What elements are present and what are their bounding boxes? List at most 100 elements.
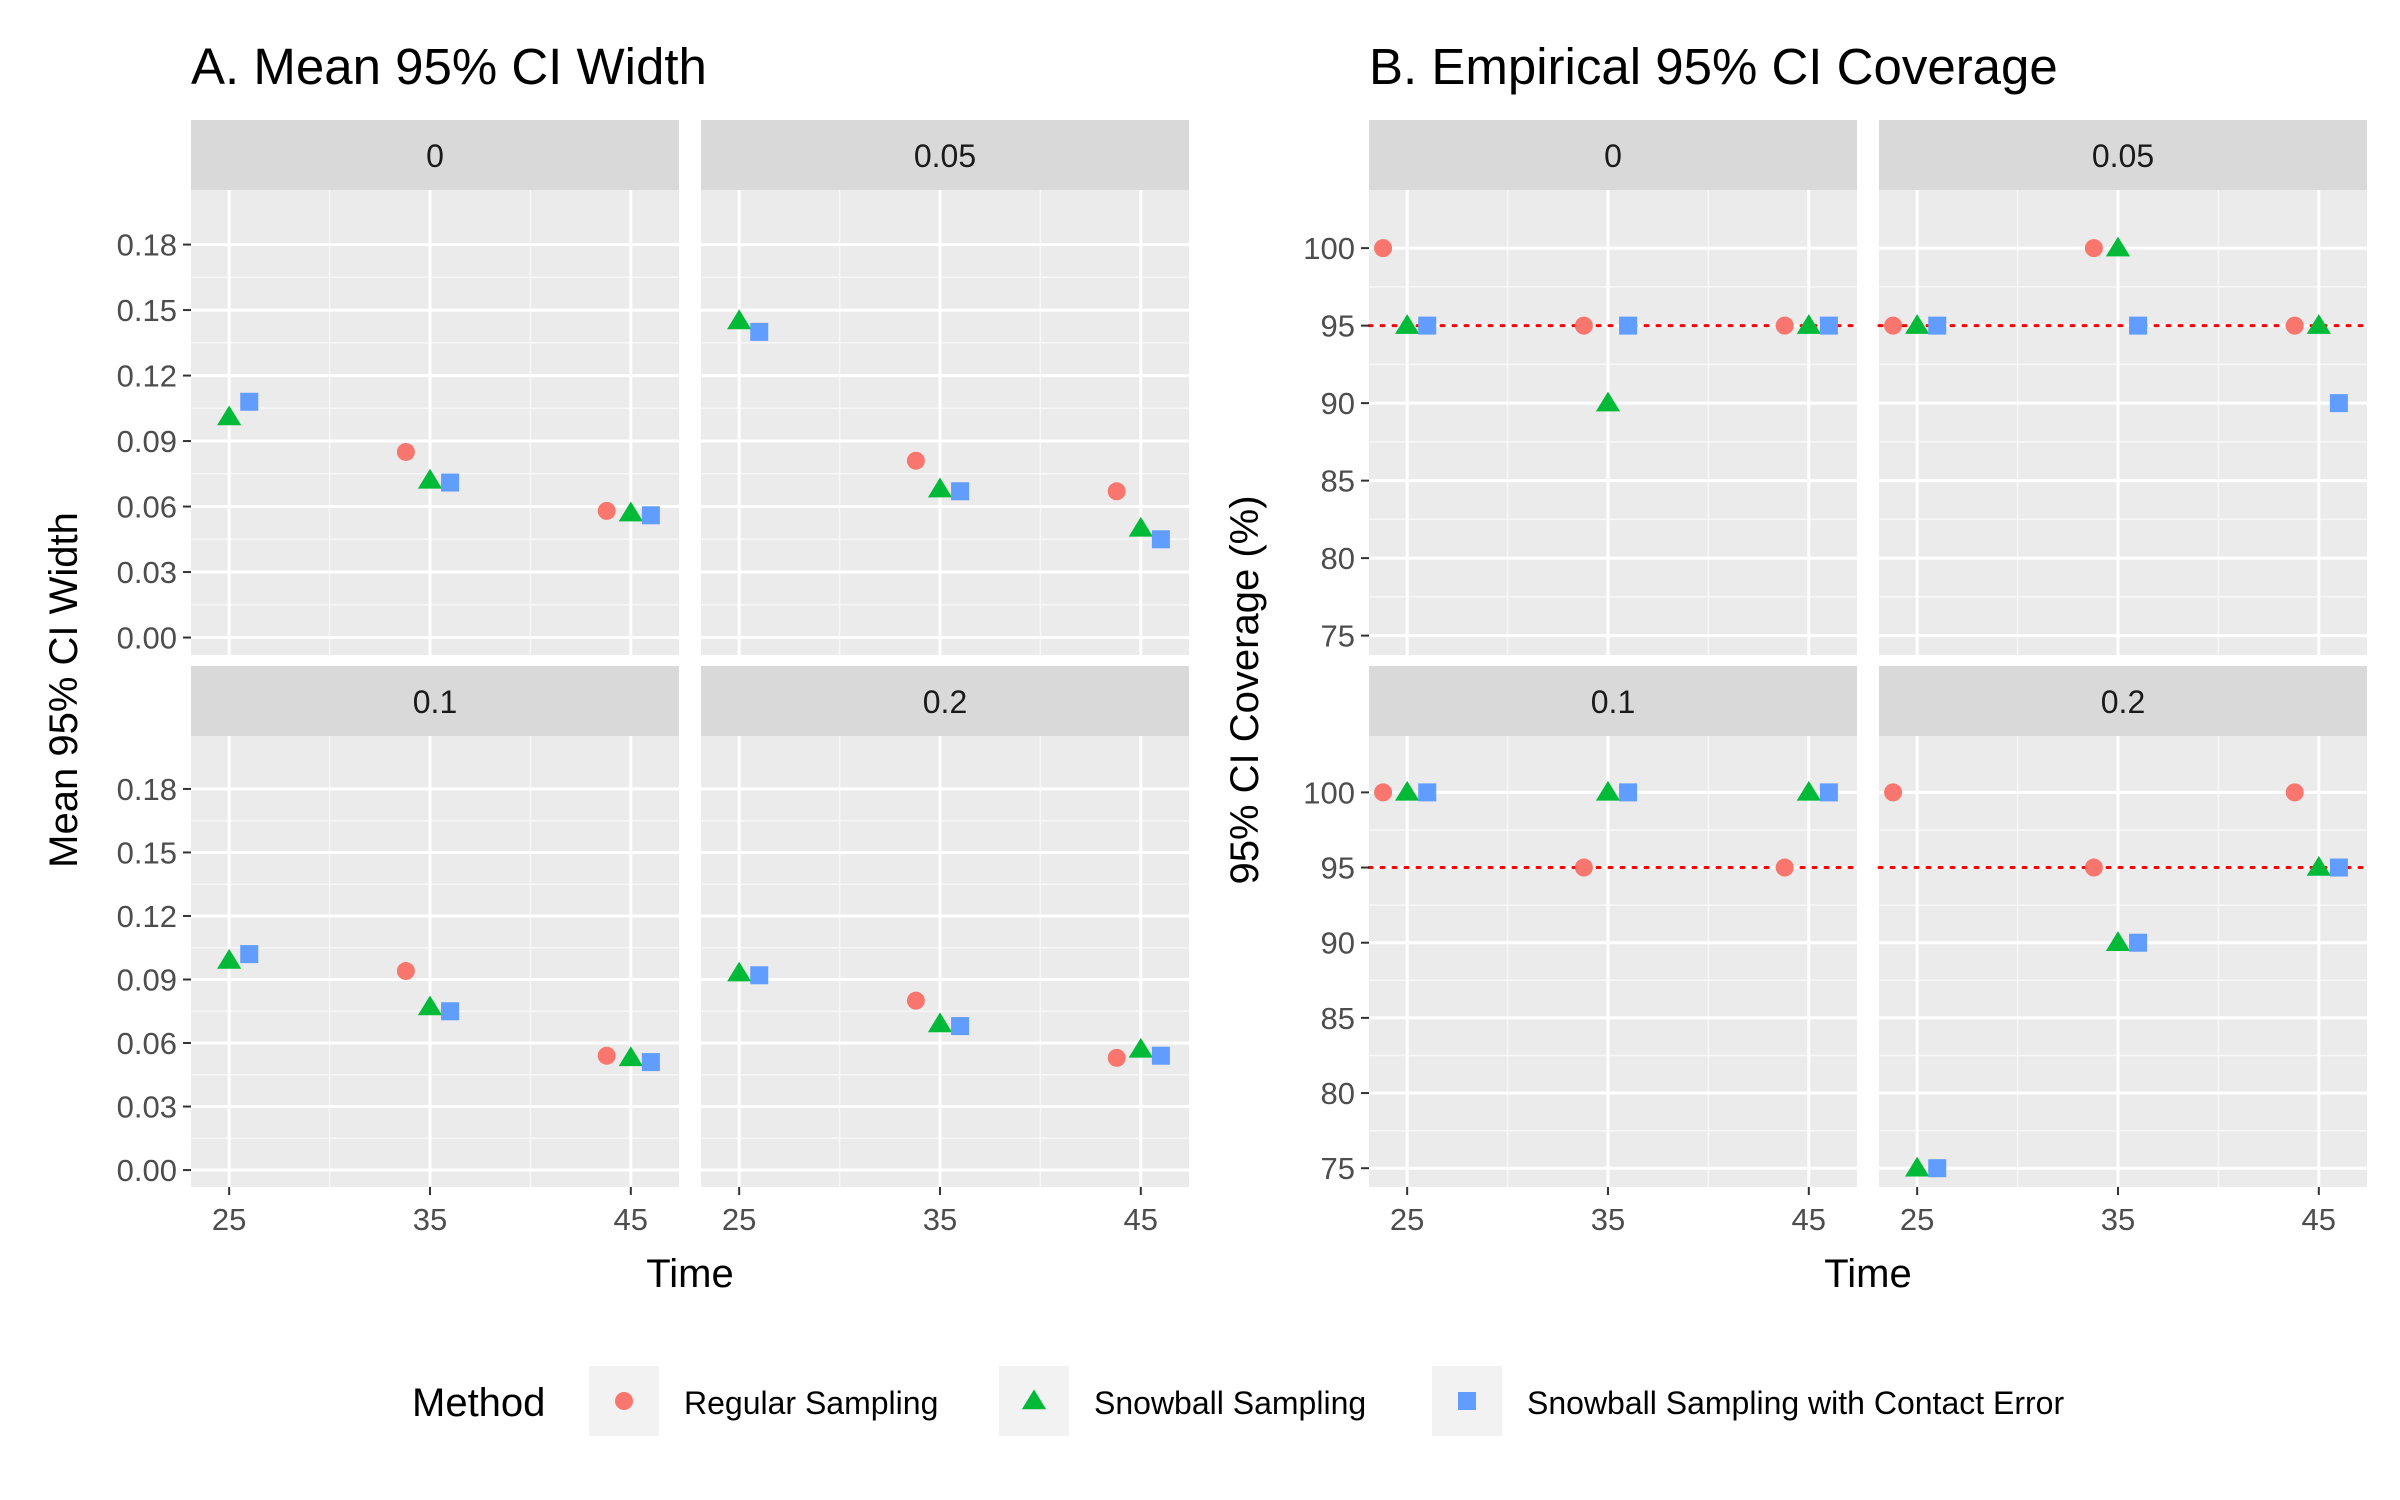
y-tick-label: 85 [1321,464,1355,499]
x-tick-label: 35 [1591,1202,1625,1237]
data-point [2285,783,2304,802]
data-point [2105,931,2131,951]
data-point [1928,316,1947,335]
data-point [618,1046,643,1067]
panel-b-facet-2: 0.1 75 80 85 90 95 100 25 35 45 [1303,666,1859,1237]
data-point [1619,316,1638,335]
panel-b-facets: 0 75 80 85 90 95 100 0.05 0.1 75 80 85 90 95 100 25 35 45… [1303,120,2369,1237]
legend-square-icon [1458,1392,1476,1410]
legend-item-label: Snowball Sampling [1094,1385,1366,1421]
y-tick-label: 75 [1321,619,1355,654]
facet-plot-background [191,736,679,1187]
x-tick-label: 25 [212,1202,246,1237]
data-point [1128,1037,1153,1058]
data-point [2306,855,2331,876]
panel-b-facet-3: 0.2 25 35 45 [1877,666,2369,1237]
y-tick-label: 100 [1303,231,1355,266]
y-tick-label: 0.15 [117,293,177,328]
facet-strip [191,666,679,736]
x-tick-label: 25 [1900,1202,1934,1237]
data-point [441,473,460,492]
data-point [727,961,752,982]
facet-strip-label: 0 [1604,138,1622,174]
y-tick-label: 0.06 [117,490,177,525]
data-point [1574,316,1593,335]
data-point [417,468,443,489]
panel-a-title: A. Mean 95% CI Width [191,38,707,95]
data-point [2329,858,2348,877]
data-point [2084,858,2103,877]
data-point [1107,482,1126,501]
data-point [951,482,970,501]
data-point [217,405,242,426]
facet-strip-label: 0.1 [1591,684,1635,720]
y-tick-label: 100 [1303,775,1355,810]
data-point [2129,316,2148,335]
facet-strip [1369,120,1857,190]
legend-item-label: Regular Sampling [684,1385,938,1421]
data-point [727,309,752,330]
legend-circle-icon [615,1392,633,1410]
y-tick-label: 95 [1321,309,1355,344]
data-point [1128,516,1153,537]
y-tick-label: 80 [1321,1076,1355,1111]
data-point [1107,1048,1126,1067]
data-point [1374,239,1393,258]
data-point [641,1053,660,1072]
facet-plot-background [1879,190,2367,655]
data-point [217,948,242,969]
facet-strip [1369,666,1857,736]
facet-strip [1879,120,2367,190]
y-tick-label: 0.12 [117,359,177,394]
y-tick-label: 0.00 [117,1153,177,1188]
data-point [1595,780,1621,801]
x-tick-label: 35 [2101,1202,2135,1237]
x-tick-label: 45 [1124,1202,1158,1237]
data-point [1928,1159,1947,1178]
data-point [927,1012,953,1033]
data-point [396,442,415,461]
facet-plot-background [701,736,1189,1187]
data-point [1884,783,1903,802]
facet-strip [701,666,1189,736]
data-point [2306,314,2331,334]
facet-plot-background [1369,190,1857,655]
y-tick-label: 0.00 [117,621,177,656]
y-tick-label: 0.12 [117,899,177,934]
data-point [1905,314,1930,334]
panel-b: B. Empirical 95% CI Coverage Time 95% CI… [1223,38,2369,1296]
facet-strip [701,120,1189,190]
data-point [2329,394,2348,413]
panel-a-facets: 0 0.00 0.03 0.06 0.09 0.12 0.15 0.18 0.05 0.1 0.00… [117,120,1189,1237]
legend-items: Regular Sampling Snowball Sampling Snowbal… [589,1366,2064,1436]
data-point [417,995,443,1016]
data-point [1395,314,1420,334]
panel-a-facet-0: 0 0.00 0.03 0.06 0.09 0.12 0.15 0.18 [117,120,679,656]
panel-b-ylabel: 95% CI Coverage (%) [1223,495,1267,884]
panel-a-facet-1: 0.05 [701,120,1189,655]
x-tick-label: 45 [1792,1202,1826,1237]
y-tick-label: 90 [1321,926,1355,961]
legend-item: Regular Sampling [589,1366,938,1436]
panel-a-ylabel: Mean 95% CI Width [42,512,86,868]
data-point [1819,783,1838,802]
data-point [2285,316,2304,335]
data-point [240,945,259,964]
data-point [1151,1046,1170,1065]
panel-b-facet-0: 0 75 80 85 90 95 100 [1303,120,1859,655]
x-tick-label: 45 [2302,1202,2336,1237]
data-point [906,451,925,470]
data-point [1796,314,1821,334]
x-tick-label: 25 [1390,1202,1424,1237]
data-point [1374,783,1393,802]
panel-a-xlabel: Time [646,1252,733,1296]
y-tick-label: 95 [1321,851,1355,886]
y-tick-label: 85 [1321,1001,1355,1036]
legend-triangle-icon [1021,1389,1047,1410]
legend-item: Snowball Sampling with Contact Error [1432,1366,2064,1436]
data-point [1418,783,1437,802]
panel-b-title: B. Empirical 95% CI Coverage [1369,38,2058,95]
data-point [2084,239,2103,258]
data-point [396,962,415,981]
